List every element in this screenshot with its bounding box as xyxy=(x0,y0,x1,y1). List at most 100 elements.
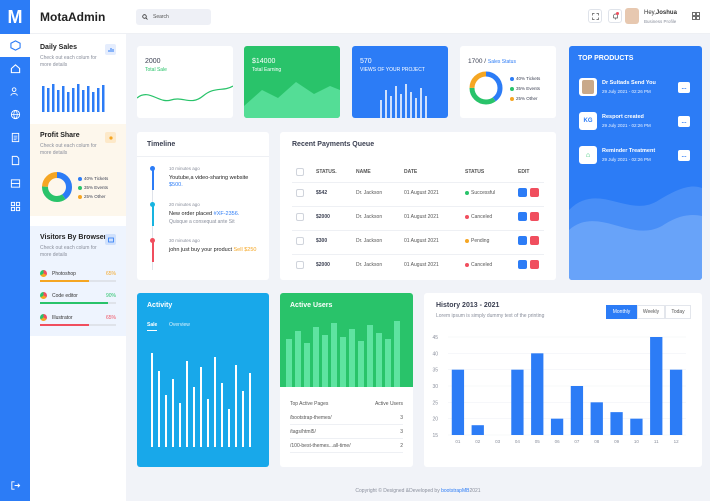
product-title[interactable]: Reminder Treatment xyxy=(602,148,656,154)
file-icon[interactable] xyxy=(0,149,30,172)
tab-today[interactable]: Today xyxy=(665,305,691,319)
browser-pct: 90% xyxy=(105,293,116,299)
kpi-sales-status: 1700 / Sales Status 40% Tickets 35% Even… xyxy=(460,46,556,118)
more-icon[interactable]: ... xyxy=(678,82,690,93)
fullscreen-icon[interactable] xyxy=(588,9,602,23)
table-icon[interactable] xyxy=(0,172,30,195)
active-users-title: Active Users xyxy=(290,302,333,309)
search-icon xyxy=(142,14,148,20)
users-icon[interactable] xyxy=(0,80,30,103)
product-thumb xyxy=(579,78,597,96)
more-icon[interactable]: ... xyxy=(678,150,690,161)
history-card: History 2013 - 2021 Lorem ipsum is simpl… xyxy=(424,293,702,467)
timeline-highlight[interactable]: $500. xyxy=(169,182,183,188)
greeting: Hey, xyxy=(644,10,656,16)
kpi-views: 570 VIEWS OF YOUR PROJECT xyxy=(352,46,448,118)
timeline-marker xyxy=(152,170,154,190)
y-tick-label: 35 xyxy=(432,368,438,374)
logout-icon[interactable] xyxy=(0,474,30,497)
delete-icon[interactable] xyxy=(530,212,539,221)
amount: $2000 xyxy=(316,214,330,220)
product-date: 29 July 2021 - 02:26 PM xyxy=(602,89,651,94)
sales-legend-2: 35% Events xyxy=(516,86,541,91)
timeline-marker xyxy=(152,242,154,262)
globe-icon[interactable] xyxy=(0,103,30,126)
page-link[interactable]: /tags/html5/ xyxy=(290,429,316,435)
apps-icon[interactable] xyxy=(692,12,700,22)
browser-progress xyxy=(40,280,90,282)
edit-icon[interactable] xyxy=(518,212,527,221)
search-input[interactable]: Search xyxy=(153,14,169,20)
more-icon[interactable]: ... xyxy=(678,116,690,127)
kpi-bars xyxy=(380,84,427,118)
timeline-time: 30 minutes ago xyxy=(169,238,200,243)
tab-sale[interactable]: Sale xyxy=(147,322,158,331)
legend-dot xyxy=(510,86,514,91)
edit-icon[interactable] xyxy=(518,236,527,245)
table-row: $542 Dr. Jackson 01 August 2021 Successful xyxy=(292,182,544,202)
status-dot xyxy=(465,191,469,195)
row-checkbox[interactable] xyxy=(296,189,304,197)
kpi-value: 570 xyxy=(360,58,372,65)
browser-icon[interactable] xyxy=(105,234,116,245)
row-checkbox[interactable] xyxy=(296,213,304,221)
divider xyxy=(290,452,403,453)
tab-overview[interactable]: Overview xyxy=(169,322,190,328)
timeline-dot xyxy=(150,238,155,243)
page-link[interactable]: /bootstrap-themes/ xyxy=(290,415,332,421)
daily-sales-bars xyxy=(42,84,105,112)
delete-icon[interactable] xyxy=(530,236,539,245)
avatar[interactable] xyxy=(625,8,639,24)
user-count: 3 xyxy=(400,429,403,435)
home-icon: ⌂ xyxy=(585,151,591,159)
tab-weekly[interactable]: Weekly xyxy=(637,305,665,319)
page-link[interactable]: /100-best-themes...all-time/ xyxy=(290,443,351,449)
browser-pct: 65% xyxy=(105,271,116,277)
delete-icon[interactable] xyxy=(530,260,539,269)
profit-share-title: Profit Share xyxy=(40,132,80,139)
product-title[interactable]: Dr Sultads Send You xyxy=(602,80,656,86)
daily-sales-title: Daily Sales xyxy=(40,44,77,51)
footer-link[interactable]: bootstrapMB xyxy=(441,488,470,494)
timeline-highlight[interactable]: Sell $250 xyxy=(233,247,257,253)
product-title[interactable]: Resport created xyxy=(602,114,644,120)
product-thumb: KG xyxy=(579,112,597,130)
activity-bars xyxy=(151,353,251,447)
cube-icon[interactable] xyxy=(0,34,30,57)
timeline-sub: Quisque a consequat ante Sit xyxy=(169,219,235,225)
document-icon[interactable] xyxy=(0,126,30,149)
divider xyxy=(290,438,403,439)
table-row: $2000 Dr. Jackson 01 August 2021 Canceled xyxy=(292,254,544,274)
product-thumb: ⌂ xyxy=(579,146,597,164)
profit-donut xyxy=(42,172,72,202)
chart-icon[interactable] xyxy=(105,44,116,55)
divider xyxy=(137,156,269,157)
user-name[interactable]: Joshua xyxy=(655,10,677,16)
status-badge: Pending xyxy=(471,238,490,244)
edit-icon[interactable] xyxy=(518,188,527,197)
legend-dot xyxy=(510,96,514,101)
history-chart: 15 20 25 30 35 40 45 01 02 03 04 05 06 07 08 09 10 11 12 xyxy=(432,335,686,444)
row-checkbox[interactable] xyxy=(296,237,304,245)
x-tick-label: 10 xyxy=(634,439,640,444)
select-all-checkbox[interactable] xyxy=(296,168,304,176)
home-icon[interactable] xyxy=(0,57,30,80)
edit-icon[interactable] xyxy=(518,260,527,269)
browser-name: Illustrator xyxy=(52,315,73,321)
delete-icon[interactable] xyxy=(530,188,539,197)
pages-header: Top Active Pages xyxy=(290,401,329,407)
row-checkbox[interactable] xyxy=(296,261,304,269)
search-box[interactable]: Search xyxy=(136,9,211,25)
x-tick-label: 07 xyxy=(574,439,580,444)
timeline-highlight[interactable]: #XF-2356. xyxy=(213,211,240,217)
timeline-text: Youtube,a video-sharing website $500. xyxy=(169,175,249,188)
bell-icon[interactable] xyxy=(608,9,622,23)
visitors-widget: Visitors By Browser Check out each colum… xyxy=(30,226,126,336)
tab-monthly[interactable]: Monthly xyxy=(606,305,637,319)
sun-icon[interactable] xyxy=(105,132,116,143)
grid-icon[interactable] xyxy=(0,195,30,218)
column-header: STATUS. xyxy=(316,169,337,175)
browser-name: Code editor xyxy=(52,293,78,299)
activity-card: Activity Sale Overview xyxy=(137,293,269,467)
bar xyxy=(451,369,465,435)
